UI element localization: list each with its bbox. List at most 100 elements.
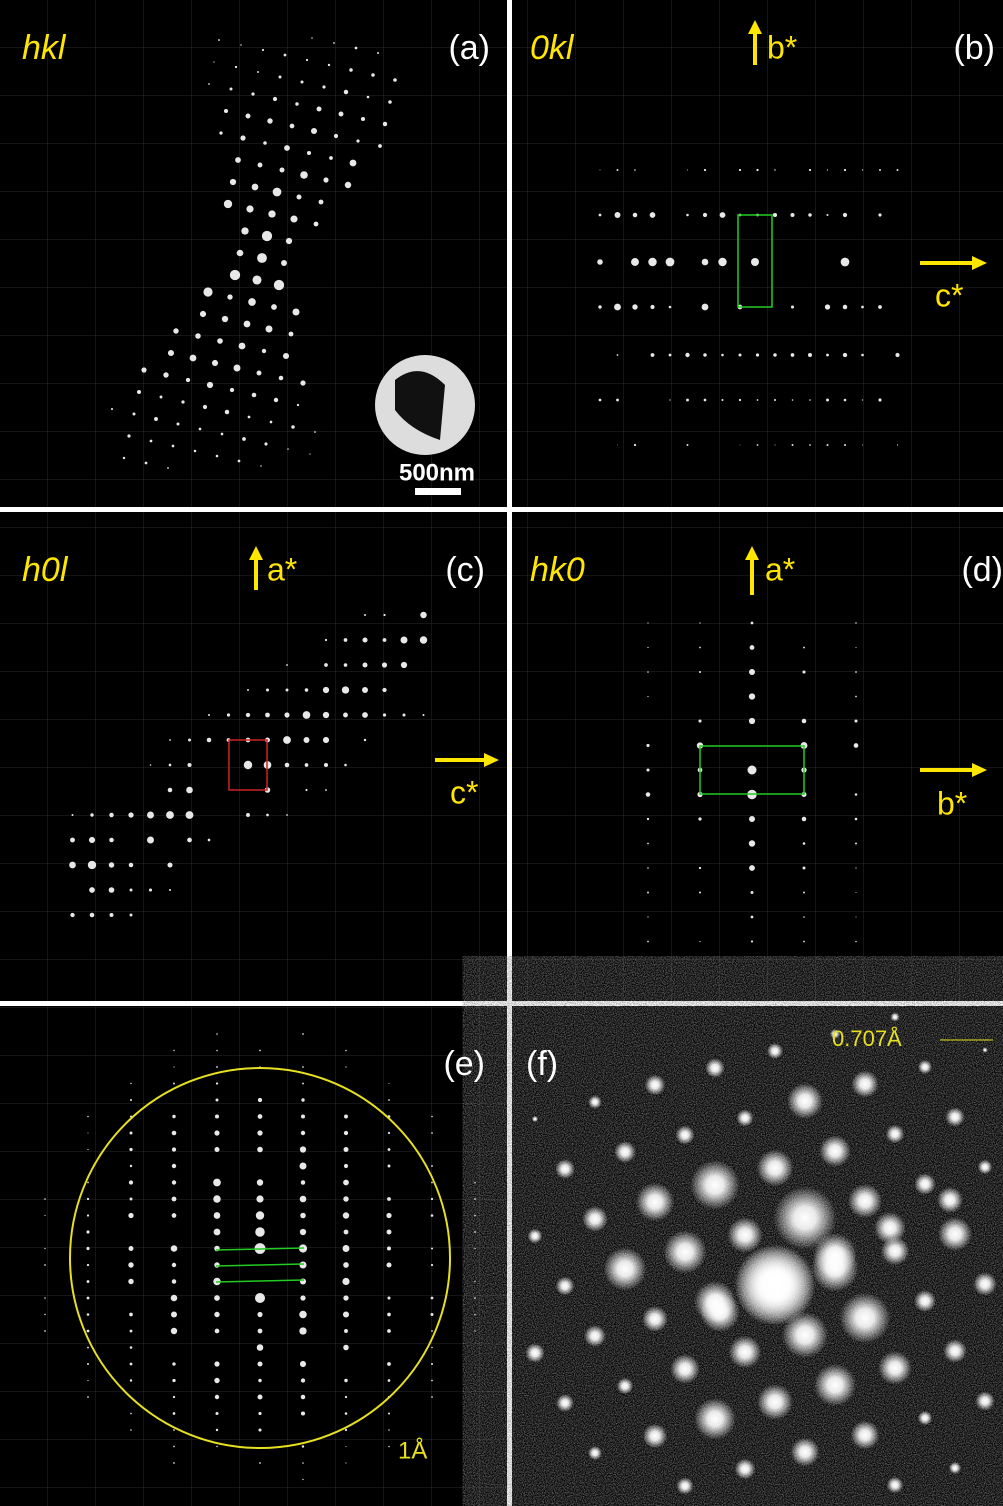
spot <box>237 250 244 257</box>
spot <box>345 182 351 188</box>
spot <box>647 647 648 648</box>
spot <box>87 1264 89 1266</box>
spot <box>699 647 701 649</box>
spot <box>809 169 811 171</box>
spot <box>855 793 858 796</box>
spot <box>388 1412 390 1414</box>
spot <box>749 840 755 846</box>
spot <box>129 888 132 891</box>
spot <box>387 1246 391 1250</box>
spot <box>240 44 241 45</box>
spot <box>949 1462 961 1474</box>
spot <box>230 179 236 185</box>
spot <box>176 422 179 425</box>
spot <box>187 838 192 843</box>
spot <box>214 1212 221 1219</box>
spot <box>329 156 333 160</box>
spot <box>343 713 348 718</box>
spot <box>72 814 74 816</box>
spot <box>171 1295 178 1302</box>
spot <box>257 1147 263 1153</box>
spot <box>371 73 375 77</box>
spot <box>855 647 856 648</box>
spot <box>855 843 857 845</box>
spot <box>735 1459 756 1480</box>
spot <box>474 1330 475 1331</box>
spot <box>774 399 776 401</box>
spot <box>878 213 881 216</box>
spot <box>388 1429 390 1431</box>
spot <box>302 1066 304 1068</box>
spot <box>856 892 857 893</box>
plane-label: hkl <box>22 29 67 67</box>
spot <box>694 1398 736 1440</box>
spot <box>241 227 248 234</box>
spot <box>173 1083 175 1085</box>
spot <box>808 353 812 357</box>
spot <box>203 405 207 409</box>
spot <box>300 1361 306 1367</box>
spot <box>402 713 405 716</box>
spot <box>314 431 316 433</box>
spot <box>324 663 328 667</box>
spot <box>299 1311 307 1319</box>
spot <box>422 714 424 716</box>
spot <box>431 1347 433 1349</box>
spot <box>647 671 649 673</box>
spot <box>401 662 407 668</box>
spot <box>350 160 357 167</box>
spot <box>190 355 197 362</box>
spot <box>87 1182 89 1184</box>
spot <box>301 1180 305 1184</box>
spot <box>773 213 777 217</box>
spot <box>286 664 288 666</box>
spot <box>234 365 241 372</box>
spot <box>431 1396 433 1398</box>
spot <box>736 1109 753 1126</box>
spot <box>173 1066 174 1067</box>
spot <box>343 1345 349 1351</box>
spot <box>790 213 794 217</box>
spot <box>173 1412 176 1415</box>
spot <box>854 719 857 722</box>
spot <box>344 1147 349 1152</box>
spot <box>214 1147 219 1152</box>
spot <box>215 1412 218 1415</box>
spot <box>87 1198 89 1200</box>
spot <box>704 399 707 402</box>
spot <box>300 1229 306 1235</box>
spot <box>300 1295 305 1300</box>
spot <box>257 1130 262 1135</box>
spot <box>309 453 310 454</box>
spot <box>239 343 246 350</box>
spot <box>109 813 113 817</box>
spot <box>388 1148 391 1151</box>
spot <box>647 622 648 623</box>
spot <box>887 1477 904 1494</box>
spot <box>739 169 741 171</box>
spot <box>259 1050 261 1052</box>
spot <box>213 61 214 62</box>
spot <box>216 1429 218 1431</box>
spot <box>474 1182 476 1184</box>
spot <box>383 713 386 716</box>
spot <box>44 1248 45 1249</box>
spot <box>362 687 368 693</box>
spot <box>256 1195 263 1202</box>
spot <box>214 1229 221 1236</box>
spot <box>855 916 856 917</box>
spot <box>301 1411 305 1415</box>
spot <box>333 42 335 44</box>
spot <box>378 144 382 148</box>
spot <box>86 1230 89 1233</box>
spot <box>137 390 141 394</box>
spot <box>843 213 847 217</box>
spot <box>349 68 353 72</box>
spot <box>727 1217 762 1252</box>
spot <box>650 305 654 309</box>
spot <box>172 1379 175 1382</box>
spot <box>302 1083 304 1085</box>
spot <box>305 763 309 767</box>
spot <box>791 305 794 308</box>
spot <box>216 1033 218 1035</box>
